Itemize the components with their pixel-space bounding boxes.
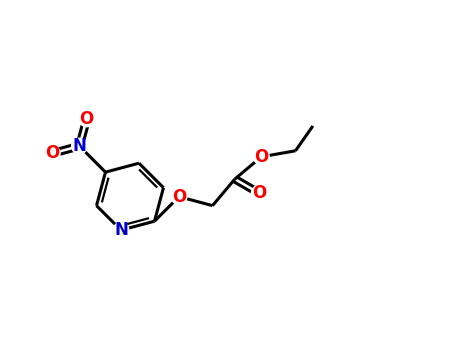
- Text: O: O: [80, 110, 94, 128]
- Text: N: N: [72, 137, 86, 155]
- Circle shape: [45, 146, 60, 161]
- Text: O: O: [172, 188, 186, 206]
- Circle shape: [252, 186, 267, 201]
- Circle shape: [71, 138, 87, 154]
- Text: O: O: [254, 148, 268, 166]
- Circle shape: [113, 222, 129, 238]
- Circle shape: [79, 111, 95, 127]
- Text: O: O: [252, 184, 266, 202]
- Text: O: O: [45, 145, 59, 162]
- Circle shape: [171, 189, 187, 204]
- Circle shape: [253, 149, 269, 164]
- Text: N: N: [114, 221, 128, 239]
